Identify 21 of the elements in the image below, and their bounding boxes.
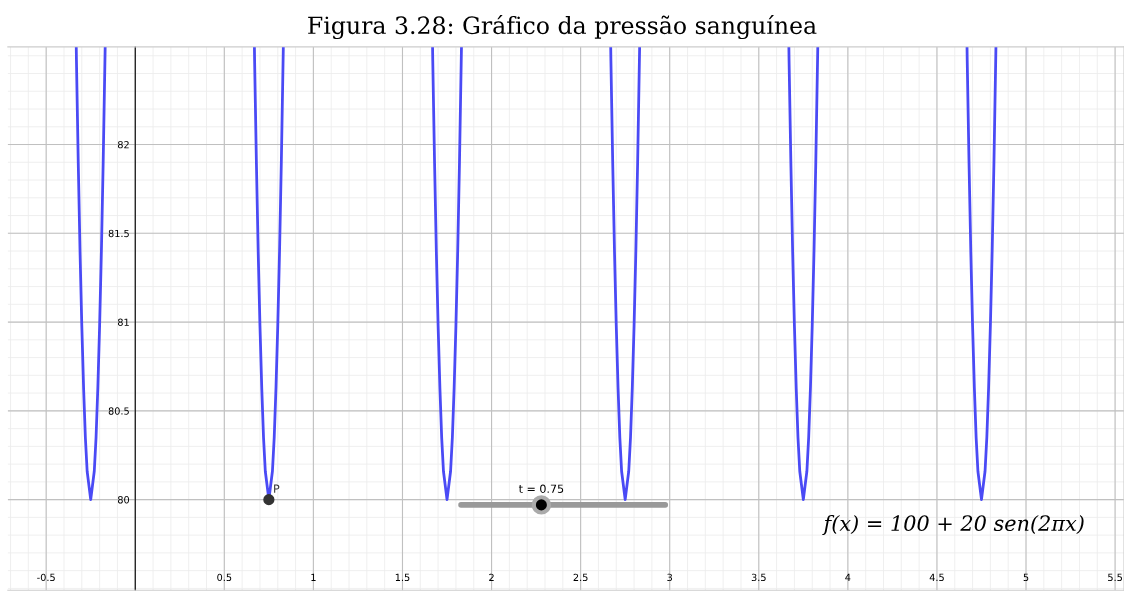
y-tick-label: 81 (117, 318, 129, 326)
series-label: P (274, 484, 280, 493)
x-tick-label: 1.5 (395, 573, 410, 582)
annotation: f(x) = 100 + 20 sen(2πx) (822, 514, 1084, 536)
y-tick-label: 82 (117, 141, 129, 149)
x-tick-label: 2.5 (573, 573, 588, 582)
y-tick-label: 80 (117, 496, 130, 504)
chart-title: Figura 3.28: Gráfico da pressão sanguínea (308, 14, 817, 40)
y-tick-label: 80.5 (108, 407, 129, 415)
x-tick-label: 3 (667, 573, 673, 582)
annotation: t = 0.75 (518, 484, 564, 493)
x-tick-label: 0.5 (217, 573, 232, 582)
y-tick-label: 81.5 (108, 229, 129, 238)
x-tick-label: 2 (489, 573, 494, 581)
x-tick-label: 4 (845, 573, 851, 581)
x-tick-label: 4.5 (929, 573, 944, 582)
x-tick-label: 1 (311, 573, 316, 581)
x-tick-label: 3.5 (751, 573, 766, 582)
x-tick-label: 5 (1023, 573, 1029, 582)
x-tick-label: -0.5 (37, 573, 55, 582)
x-tick-label: 5.5 (1108, 573, 1122, 582)
